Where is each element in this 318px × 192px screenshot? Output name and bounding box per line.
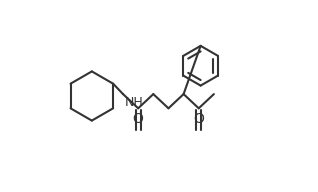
Text: O: O: [193, 112, 204, 126]
Text: O: O: [133, 112, 144, 126]
Text: NH: NH: [125, 96, 143, 109]
